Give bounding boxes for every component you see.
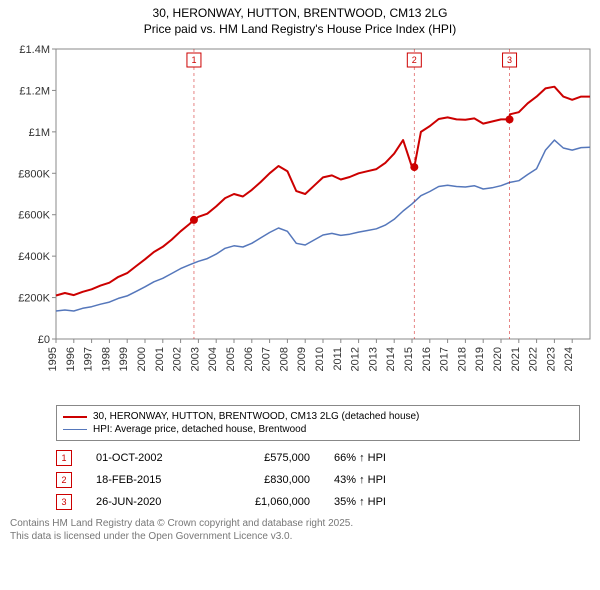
x-tick-label: 2021 [510, 347, 522, 371]
y-tick-label: £0 [38, 334, 50, 346]
y-tick-label: £400K [18, 251, 50, 263]
x-tick-label: 2019 [474, 347, 486, 371]
y-tick-label: £200K [18, 293, 50, 305]
y-tick-label: £600K [18, 210, 50, 222]
x-tick-label: 2007 [261, 347, 273, 371]
x-tick-label: 2001 [154, 347, 166, 371]
annotation-price: £1,060,000 [220, 496, 310, 508]
x-tick-label: 2009 [296, 347, 308, 371]
line-chart-svg: £0 £200K £400K £600K £800K £1M £1.2M £1.4M 1995 1… [0, 39, 600, 399]
chart-container: 30, HERONWAY, HUTTON, BRENTWOOD, CM13 2L… [0, 0, 600, 543]
plot-area: £0 £200K £400K £600K £800K £1M £1.2M £1.4M 1995 1… [0, 39, 600, 399]
legend-item: 30, HERONWAY, HUTTON, BRENTWOOD, CM13 2L… [63, 410, 573, 423]
annotation-price: £575,000 [220, 452, 310, 464]
y-tick-label: £800K [18, 168, 50, 180]
footer-line-1: Contains HM Land Registry data © Crown c… [10, 517, 590, 530]
legend-label: HPI: Average price, detached house, Bren… [93, 424, 306, 435]
annotation-pct: 35% ↑ HPI [334, 496, 444, 508]
annotation-date: 26-JUN-2020 [96, 496, 196, 508]
marker-dot [190, 216, 198, 224]
annotation-row: 2 18-FEB-2015 £830,000 43% ↑ HPI [56, 469, 544, 491]
x-tick-label: 1997 [83, 347, 95, 371]
x-tick-label: 2018 [456, 347, 468, 371]
annotation-row: 3 26-JUN-2020 £1,060,000 35% ↑ HPI [56, 491, 544, 513]
legend-swatch [63, 416, 87, 418]
annotation-date: 01-OCT-2002 [96, 452, 196, 464]
annotation-row: 1 01-OCT-2002 £575,000 66% ↑ HPI [56, 447, 544, 469]
x-tick-label: 2002 [172, 347, 184, 371]
x-tick-label: 1998 [100, 347, 112, 371]
annotation-table: 1 01-OCT-2002 £575,000 66% ↑ HPI 2 18-FEB-201… [56, 447, 544, 513]
legend: 30, HERONWAY, HUTTON, BRENTWOOD, CM13 2L… [56, 405, 580, 441]
marker-dot [410, 163, 418, 171]
x-tick-label: 2011 [332, 347, 344, 371]
x-tick-label: 2005 [225, 347, 237, 371]
y-tick-label: £1.4M [19, 44, 50, 56]
title-line-1: 30, HERONWAY, HUTTON, BRENTWOOD, CM13 2L… [0, 6, 600, 22]
x-tick-label: 2010 [314, 347, 326, 371]
x-tick-label: 1995 [47, 347, 59, 371]
annotation-pct: 43% ↑ HPI [334, 474, 444, 486]
x-tick-label: 2014 [385, 347, 397, 371]
legend-item: HPI: Average price, detached house, Bren… [63, 423, 573, 436]
marker-callout-number: 1 [191, 55, 196, 65]
x-tick-label: 2008 [278, 347, 290, 371]
marker-callout-number: 2 [412, 55, 417, 65]
x-tick-label: 2023 [545, 347, 557, 371]
x-tick-label: 2024 [563, 347, 575, 371]
annotation-marker: 3 [56, 494, 72, 510]
footer-line-2: This data is licensed under the Open Gov… [10, 530, 590, 543]
x-tick-label: 1999 [118, 347, 130, 371]
x-tick-label: 2000 [136, 347, 148, 371]
marker-dot [506, 116, 514, 124]
annotation-pct: 66% ↑ HPI [334, 452, 444, 464]
marker-callout-number: 3 [507, 55, 512, 65]
x-tick-label: 2015 [403, 347, 415, 371]
chart-title: 30, HERONWAY, HUTTON, BRENTWOOD, CM13 2L… [0, 0, 600, 39]
x-tick-label: 2016 [421, 347, 433, 371]
x-tick-label: 2020 [492, 347, 504, 371]
annotation-price: £830,000 [220, 474, 310, 486]
x-tick-label: 2017 [439, 347, 451, 371]
legend-swatch [63, 429, 87, 430]
x-tick-label: 2003 [189, 347, 201, 371]
x-tick-label: 1996 [65, 347, 77, 371]
annotation-date: 18-FEB-2015 [96, 474, 196, 486]
y-tick-label: £1M [29, 127, 50, 139]
x-tick-label: 2004 [207, 347, 219, 371]
x-tick-label: 2013 [367, 347, 379, 371]
annotation-marker: 1 [56, 450, 72, 466]
legend-label: 30, HERONWAY, HUTTON, BRENTWOOD, CM13 2L… [93, 411, 419, 422]
footer-note: Contains HM Land Registry data © Crown c… [10, 517, 590, 543]
title-line-2: Price paid vs. HM Land Registry's House … [0, 22, 600, 38]
x-tick-label: 2006 [243, 347, 255, 371]
x-tick-label: 2012 [350, 347, 362, 371]
annotation-marker: 2 [56, 472, 72, 488]
y-tick-label: £1.2M [19, 86, 50, 98]
x-tick-label: 2022 [528, 347, 540, 371]
